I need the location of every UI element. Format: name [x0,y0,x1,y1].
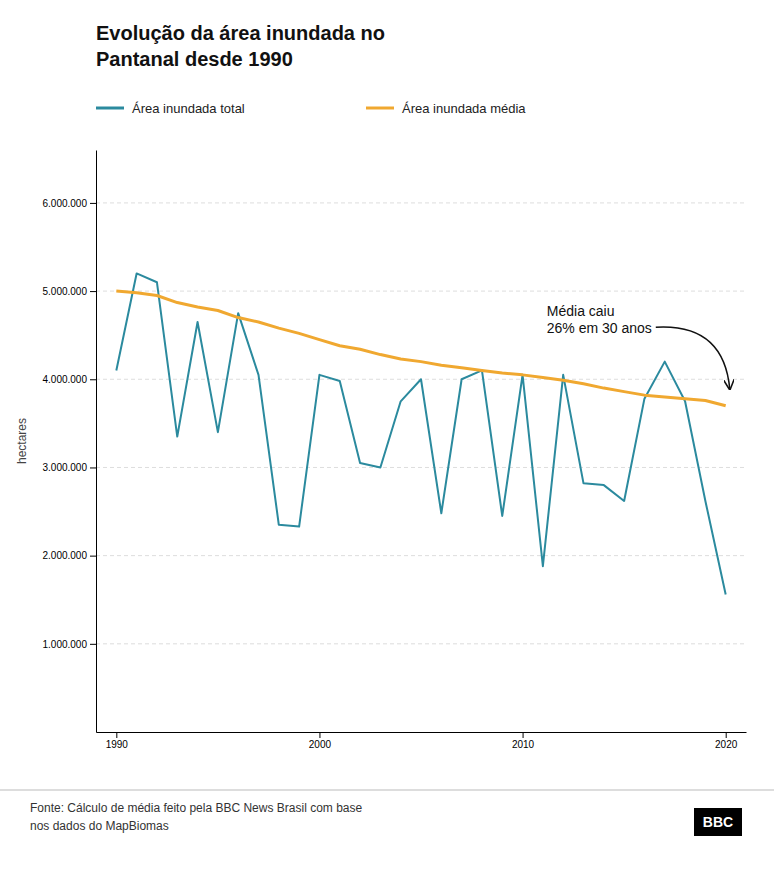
grid-line [96,643,746,644]
legend-swatch [96,107,124,110]
grid-line [96,467,746,468]
chart: Evolução da área inundada noPantanal des… [0,0,774,882]
y-tick: 1.000.000 [43,639,97,650]
x-tick-label: 2000 [309,739,332,750]
x-tick-mark [116,732,117,738]
x-tick: 2020 [715,732,738,750]
y-tick-mark [90,291,96,292]
annotation-text: Média caiu26% em 30 anos [547,303,652,336]
x-tick: 2000 [309,732,332,750]
x-tick-mark [726,732,727,738]
grid-line [96,555,746,556]
grid-line [96,202,746,203]
x-tick-label: 1990 [106,739,129,750]
grid [96,203,746,644]
legend-swatch [366,107,394,110]
y-tick-mark [90,203,96,204]
y-tick-label: 2.000.000 [43,550,88,561]
x-tick: 1990 [106,732,129,750]
y-tick-label: 3.000.000 [43,462,88,473]
y-axis: 1.000.000 2.000.000 3.000.000 4.000.000 5.00… [43,151,97,733]
x-axis-line [97,732,747,733]
y-tick: 3.000.000 [43,462,97,473]
lines [116,273,725,594]
x-axis: 1990 2000 2010 2020 [97,732,747,750]
x-tick-label: 2010 [512,739,535,750]
x-tick: 2010 [512,732,535,750]
annotation-arrow [656,327,730,389]
y-label: hectares [15,418,29,464]
y-tick-mark [90,379,96,380]
y-tick: 5.000.000 [43,286,97,297]
title: Evolução da área inundada noPantanal des… [96,22,385,70]
legend-item: Área inundada total [96,101,245,116]
series-line [116,273,725,594]
y-tick: 6.000.000 [43,198,97,209]
legend: Área inundada total Área inundada média [96,101,526,116]
y-tick: 4.000.000 [43,374,97,385]
legend-item: Área inundada média [366,101,526,116]
logo-text: BBC [703,814,733,830]
y-tick-mark [90,644,96,645]
x-tick-mark [523,732,524,738]
y-tick: 2.000.000 [43,550,97,561]
y-tick-label: 6.000.000 [43,198,88,209]
y-tick-mark [90,467,96,468]
annotation: Média caiu26% em 30 anos [547,303,730,389]
y-tick-label: 5.000.000 [43,286,88,297]
y-tick-label: 1.000.000 [43,639,88,650]
logo: BBC [694,808,742,836]
y-axis-line [96,151,97,733]
x-tick-mark [319,732,320,738]
legend-label: Área inundada total [132,101,245,116]
separator [0,790,774,791]
y-tick-mark [90,556,96,557]
logo-box [694,808,742,836]
plot: 1.000.000 2.000.000 3.000.000 4.000.000 5.00… [43,151,747,751]
source: Fonte: Cálculo de média feito pela BBC N… [30,801,362,833]
legend-label: Área inundada média [402,101,526,116]
x-tick-label: 2020 [715,739,738,750]
y-tick-label: 4.000.000 [43,374,88,385]
grid-line [96,291,746,292]
series-line [116,291,725,406]
